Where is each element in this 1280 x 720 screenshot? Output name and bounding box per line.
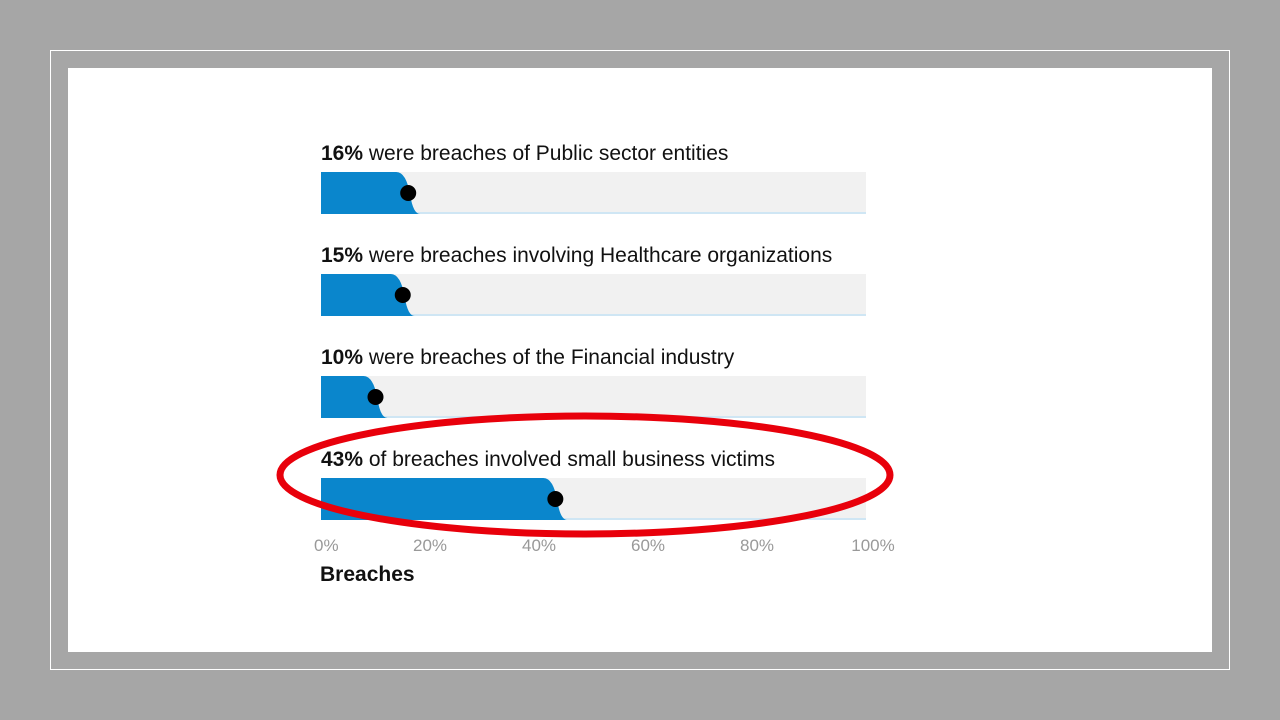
bar-value: [321, 478, 568, 520]
bar-label-text: were breaches involving Healthcare organ…: [363, 244, 832, 267]
bar-label-percent: 10%: [321, 346, 363, 369]
bar-label: 43% of breaches involved small business …: [321, 448, 775, 471]
x-tick-label: 80%: [740, 536, 774, 555]
bar-track: [321, 376, 866, 418]
bar-label: 15% were breaches involving Healthcare o…: [321, 244, 832, 267]
bar-label-percent: 43%: [321, 448, 363, 471]
slide-outer-frame: [50, 50, 1230, 670]
bar-label: 10% were breaches of the Financial indus…: [321, 346, 735, 369]
highlight-ellipse: [276, 412, 894, 538]
bar-value: [321, 172, 421, 214]
bar-marker-dot: [367, 389, 384, 405]
slide-canvas: [68, 68, 1212, 652]
bar-track-baseline: [321, 212, 866, 214]
bar-label-text: were breaches of the Financial industry: [363, 346, 735, 369]
bar-value: [321, 376, 388, 418]
bar-track-baseline: [321, 314, 866, 316]
x-tick-label: 100%: [851, 536, 894, 555]
bar-marker-dot: [394, 287, 411, 303]
bar-label: 16% were breaches of Public sector entit…: [321, 142, 728, 165]
bar-label-text: of breaches involved small business vict…: [363, 448, 775, 471]
x-tick-label: 0%: [314, 536, 339, 555]
x-tick-label: 20%: [413, 536, 447, 555]
x-tick-label: 60%: [631, 536, 665, 555]
bar-label-percent: 16%: [321, 142, 363, 165]
bar-label-text: were breaches of Public sector entities: [363, 142, 728, 165]
bar-marker-dot: [547, 491, 564, 507]
x-tick-label: 40%: [522, 536, 556, 555]
x-axis-title: Breaches: [320, 563, 415, 586]
bar-track: [321, 274, 866, 316]
bar-value: [321, 274, 415, 316]
bar-track-baseline: [321, 518, 866, 520]
bar-marker-dot: [400, 185, 417, 201]
bar-label-percent: 15%: [321, 244, 363, 267]
